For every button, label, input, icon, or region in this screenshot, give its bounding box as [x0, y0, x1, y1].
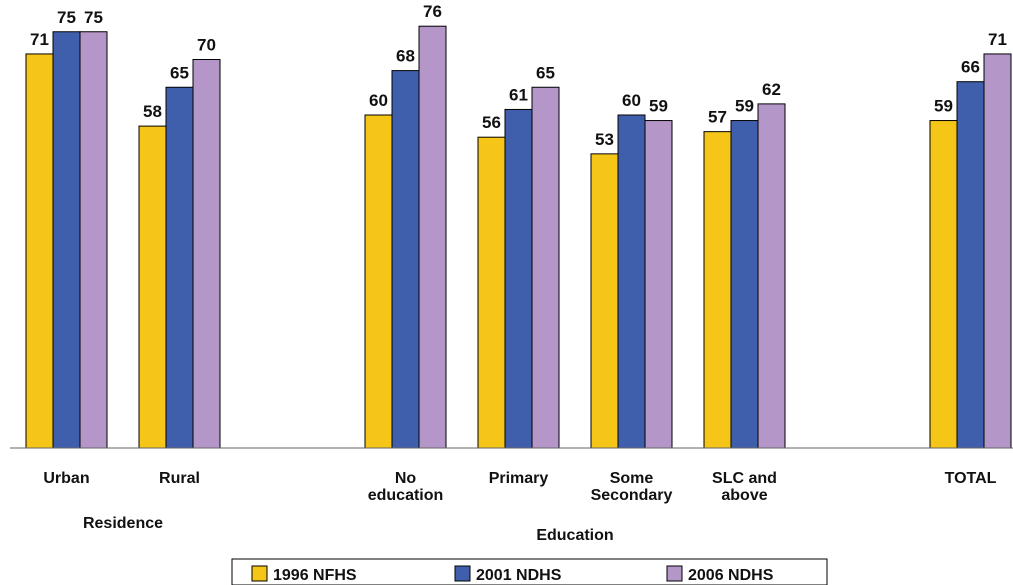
value-label-primary-2001-ndhs: 61	[509, 85, 528, 104]
legend-label-2001-ndhs: 2001 NDHS	[476, 567, 562, 584]
category-label-urban: Urban	[43, 470, 89, 487]
bar-rural-1996-nfhs	[139, 126, 166, 448]
value-label-total-1996-nfhs: 59	[934, 97, 953, 116]
bar-primary-2006-ndhs	[532, 87, 559, 448]
bar-no-education-2001-ndhs	[392, 71, 419, 448]
value-label-some-secondary-2001-ndhs: 60	[622, 91, 641, 110]
legend-label-2006-ndhs: 2006 NDHS	[688, 567, 774, 584]
bar-slc-and-above-2006-ndhs	[758, 104, 785, 448]
value-label-slc-and-above-2001-ndhs: 59	[735, 97, 754, 116]
bar-slc-and-above-1996-nfhs	[704, 132, 731, 448]
category-label-no-education: No education	[368, 470, 444, 504]
bar-primary-2001-ndhs	[505, 109, 532, 448]
value-label-some-secondary-1996-nfhs: 53	[595, 130, 614, 149]
category-label-primary: Primary	[489, 470, 549, 487]
value-label-rural-2006-ndhs: 70	[197, 36, 216, 55]
value-label-rural-1996-nfhs: 58	[143, 102, 162, 121]
group-labels-layer: Residence Education	[83, 515, 614, 544]
bar-rural-2006-ndhs	[193, 60, 220, 449]
bar-slc-and-above-2001-ndhs	[731, 121, 758, 448]
value-label-primary-2006-ndhs: 65	[536, 63, 555, 82]
category-label-some-secondary: Some Secondary	[591, 470, 673, 504]
value-label-no-education-2006-ndhs: 76	[423, 2, 442, 21]
bar-urban-2006-ndhs	[80, 32, 107, 448]
value-label-urban-1996-nfhs: 71	[30, 30, 49, 49]
bar-total-1996-nfhs	[930, 121, 957, 448]
bar-no-education-1996-nfhs	[365, 115, 392, 448]
bar-no-education-2006-ndhs	[419, 26, 446, 448]
category-label-total: TOTAL	[945, 470, 997, 487]
bar-primary-1996-nfhs	[478, 137, 505, 448]
group-label-education: Education	[536, 527, 613, 544]
bar-urban-1996-nfhs	[26, 54, 53, 448]
value-label-primary-1996-nfhs: 56	[482, 113, 501, 132]
legend-swatch-1996-nfhs	[252, 566, 267, 581]
bar-some-secondary-2001-ndhs	[618, 115, 645, 448]
value-label-urban-2006-ndhs: 75	[84, 8, 103, 27]
bar-rural-2001-ndhs	[166, 87, 193, 448]
value-label-slc-and-above-2006-ndhs: 62	[762, 80, 781, 99]
bar-some-secondary-1996-nfhs	[591, 154, 618, 448]
bar-total-2001-ndhs	[957, 82, 984, 448]
legend-swatch-2001-ndhs	[455, 566, 470, 581]
category-label-rural: Rural	[159, 470, 200, 487]
legend: 1996 NFHS 2001 NDHS 2006 NDHS	[232, 559, 827, 585]
category-labels-layer: Urban Rural No education Primary Some Secondar…	[43, 470, 996, 504]
group-label-residence: Residence	[83, 515, 163, 532]
value-label-total-2001-ndhs: 66	[961, 58, 980, 77]
legend-label-1996-nfhs: 1996 NFHS	[273, 567, 357, 584]
legend-swatch-2006-ndhs	[667, 566, 682, 581]
value-label-no-education-1996-nfhs: 60	[369, 91, 388, 110]
category-label-slc-and-above: SLC and above	[712, 470, 777, 504]
value-label-urban-2001-ndhs: 75	[57, 8, 76, 27]
bar-urban-2001-ndhs	[53, 32, 80, 448]
value-label-rural-2001-ndhs: 65	[170, 63, 189, 82]
value-label-some-secondary-2006-ndhs: 59	[649, 97, 668, 116]
value-label-no-education-2001-ndhs: 68	[396, 47, 415, 66]
bar-total-2006-ndhs	[984, 54, 1011, 448]
value-label-slc-and-above-1996-nfhs: 57	[708, 108, 727, 127]
bar-some-secondary-2006-ndhs	[645, 121, 672, 448]
value-label-total-2006-ndhs: 71	[988, 30, 1007, 49]
